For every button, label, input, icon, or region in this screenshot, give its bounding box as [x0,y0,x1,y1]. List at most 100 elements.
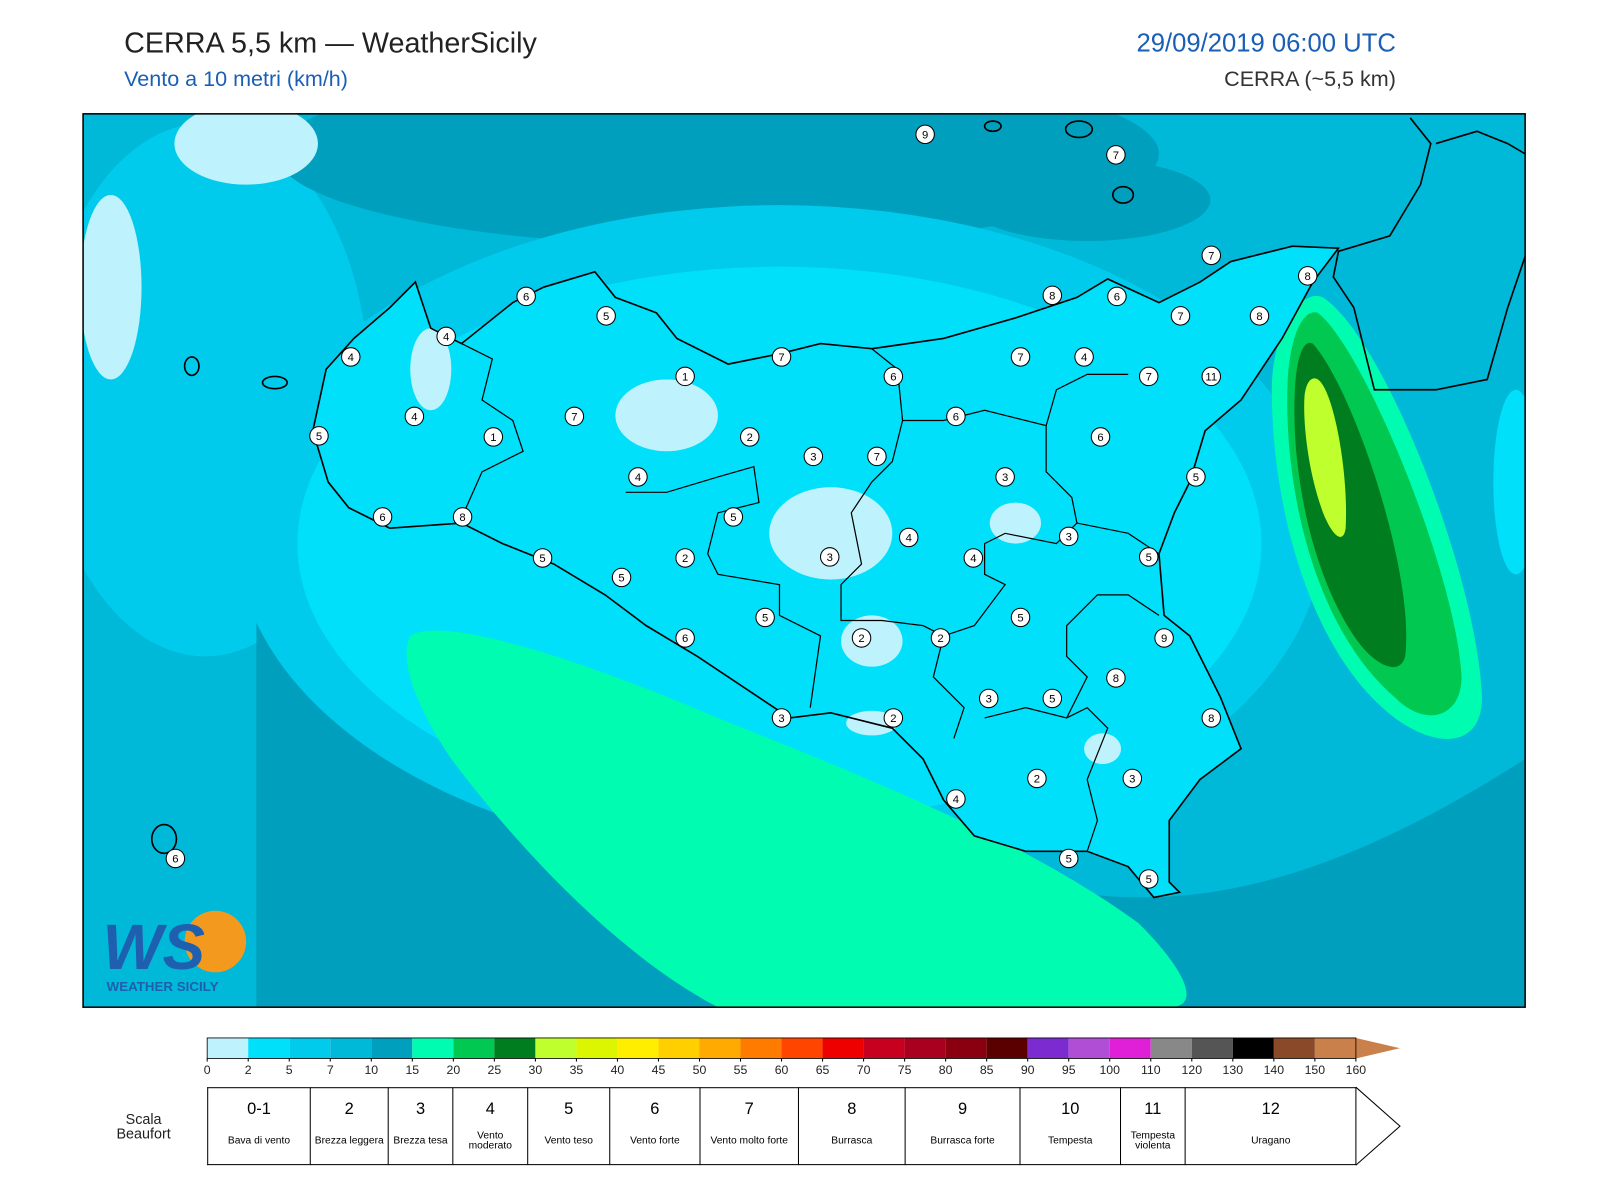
beaufort-level: 6 Vento forte [609,1087,700,1166]
station: 6 [516,286,536,307]
station: 6 [883,366,904,387]
station-value: 1 [682,372,688,384]
beaufort-label: Bava di vento [227,1135,291,1147]
station-marker [1297,266,1318,286]
island [1064,120,1094,139]
colorbar-tick-label: 95 [1062,1063,1076,1077]
station: 3 [978,688,999,709]
colorbar-bin [494,1037,536,1059]
colorbar-tick-label: 100 [1099,1063,1120,1077]
beaufort-label: Vento teso [544,1135,593,1147]
station-marker [1122,768,1143,789]
station-value: 5 [730,512,736,524]
station: 5 [1042,688,1063,709]
station: 5 [611,567,632,588]
colorbar-tick-label: 50 [693,1063,707,1077]
island [261,375,288,390]
station-marker [915,124,935,145]
station: 3 [819,547,840,567]
colorbar-tick-label: 10 [364,1063,378,1077]
beaufort-label: Vento molto forte [710,1135,788,1147]
calm-area [615,379,718,452]
station: 3 [995,467,1015,487]
station-marker [628,467,648,487]
station: 5 [755,607,775,628]
station-value: 2 [1034,774,1040,786]
station-marker [771,347,792,367]
colorbar-bin [1109,1037,1151,1059]
beaufort-label: Brezza leggera [314,1135,384,1147]
map-frame [82,113,1526,1008]
calabria-coast [1332,117,1526,391]
station: 5 [596,306,616,326]
island [183,356,200,377]
colorbar-tick-label: 7 [327,1063,334,1077]
station-value: 2 [747,432,753,444]
station-value: 6 [523,292,529,304]
colorbar-bin [576,1037,618,1059]
station: 2 [739,427,760,447]
station: 3 [803,446,824,467]
station-value: 4 [411,412,417,424]
station-marker [946,406,966,427]
station: 7 [1170,306,1191,326]
station-value: 5 [539,553,545,565]
colorbar-tick-label: 70 [857,1063,871,1077]
station-value: 4 [348,352,354,364]
beaufort-level: 11 Tempesta violenta [1119,1087,1185,1166]
wind-field [277,113,1159,247]
model: CERRA (~5,5 km) [1224,67,1396,92]
station-value: 5 [1066,854,1072,866]
station-value: 3 [1002,472,1008,484]
station-marker [803,446,824,467]
colorbar-bin [1273,1037,1315,1059]
province-borders [460,343,1160,852]
beaufort-force: 8 [847,1100,857,1118]
subtitle: Vento a 10 metri (km/h) [124,67,348,92]
calm-area [769,487,893,580]
colorbar-bin [658,1037,700,1059]
beaufort-level: 2 Brezza leggera [309,1087,388,1166]
colorbar-arrow [1355,1037,1400,1059]
station-marker [723,507,744,527]
colorbar-tick-label: 85 [980,1063,994,1077]
beaufort-force: 2 [344,1100,354,1118]
station: 6 [675,628,695,648]
beaufort-force: 12 [1261,1100,1280,1118]
wind-field [174,113,318,185]
colorbar-tick-label: 150 [1305,1063,1326,1077]
colorbar-tick-label: 90 [1021,1063,1035,1077]
colorbar-bin [822,1037,864,1059]
beaufort-force: 11 [1144,1100,1162,1118]
station-marker [483,427,504,447]
station: 5 [723,507,744,527]
colorbar-bin [699,1037,741,1059]
station: 9 [1154,628,1174,648]
station-marker [1042,285,1063,306]
beaufort-label: Brezza tesa [393,1135,448,1147]
colorbar-bin [371,1037,413,1059]
station: 11 [1201,366,1222,387]
station: 5 [1186,467,1206,487]
station-marker [995,467,1015,487]
station: 8 [452,507,473,527]
station-marker [851,628,872,648]
colorbar-tick-label: 140 [1264,1063,1285,1077]
island [983,120,1002,133]
colorbar-bin [781,1037,823,1059]
station-value: 8 [1049,290,1055,302]
beaufort-force: 6 [650,1100,660,1118]
colorbar-tick-label: 60 [775,1063,789,1077]
station-value: 6 [379,512,385,524]
station-marker [1249,306,1270,326]
station-value: 3 [1066,532,1072,544]
station: 6 [165,848,186,869]
station: 1 [675,366,695,387]
station-marker [898,527,919,548]
beaufort-level: 5 Vento teso [527,1087,610,1166]
wind-field [964,158,1211,242]
station: 5 [532,548,553,568]
station: 4 [628,467,648,487]
station-marker [883,366,904,387]
station-marker [1058,526,1079,547]
